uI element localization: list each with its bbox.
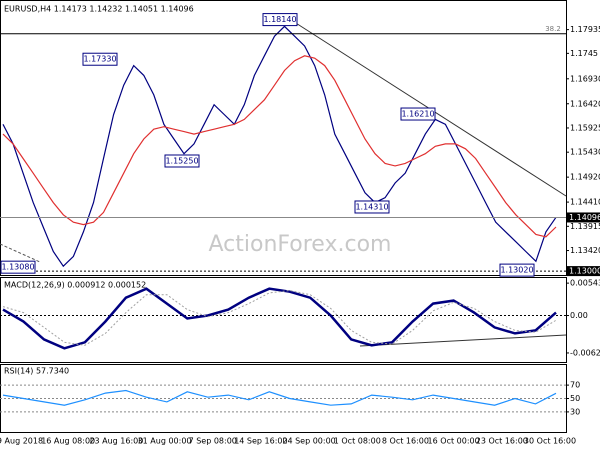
x-tick-label: 23 Oct 16:00 — [476, 437, 528, 446]
y-tick-label: 1.16930 — [570, 74, 600, 83]
annotation-label: 1.16210 — [401, 110, 434, 119]
series-line — [2, 25, 557, 268]
series-line — [2, 289, 557, 346]
y-tick-label: 1.15430 — [570, 148, 600, 157]
y-tick-label: 1.17935 — [570, 25, 600, 34]
watermark: ActionForex.com — [209, 232, 392, 257]
annotation-box — [164, 154, 200, 168]
trend-line — [287, 17, 567, 197]
x-tick-label: 30 Oct 16:00 — [524, 437, 576, 446]
fib-label: 38.2 — [545, 25, 561, 33]
y-tick-label: 0.005439 — [570, 279, 600, 288]
y-tick-label: -0.006282 — [570, 348, 600, 357]
chart-title: EURUSD,H4 1.14173 1.14232 1.14051 1.1409… — [4, 5, 194, 14]
x-tick-label: 7 Sep 08:00 — [189, 437, 237, 446]
macd-panel — [0, 277, 567, 363]
y-tick-label: 50 — [570, 394, 580, 403]
annotation-box — [262, 13, 298, 27]
x-tick-label: 24 Sep 00:00 — [282, 437, 335, 446]
price-panel — [0, 0, 567, 276]
x-tick-label: 8 Oct 16:00 — [382, 437, 429, 446]
series-line — [2, 287, 557, 350]
price-label: 1.14096 — [569, 213, 600, 222]
series-line — [2, 389, 557, 406]
annotation-label: 1.14310 — [355, 202, 388, 211]
x-tick-label: 9 Aug 2018 — [0, 437, 43, 446]
y-tick-label: 70 — [570, 381, 580, 390]
x-tick-label: 16 Aug 08:00 — [41, 437, 95, 446]
trend-line — [0, 243, 41, 263]
annotation-box — [400, 107, 436, 121]
y-tick-label: 1.15925 — [570, 123, 600, 132]
x-tick-label: 16 Oct 00:00 — [428, 437, 480, 446]
annotation-label: 1.15250 — [165, 156, 198, 165]
annotation-box — [354, 200, 390, 214]
y-tick-label: 1.14410 — [570, 198, 600, 207]
panel-title: RSI(14) 57.7340 — [4, 367, 69, 376]
annotation-label: 1.17330 — [83, 55, 116, 64]
annotation-label: 1.13020 — [500, 266, 533, 275]
y-tick-label: 1.16420 — [570, 99, 600, 108]
y-tick-label: 1.13420 — [570, 246, 600, 255]
y-tick-label: 1.13915 — [570, 222, 600, 231]
y-tick-label: 1.14920 — [570, 173, 600, 182]
annotation-box — [0, 260, 36, 274]
trend-line — [359, 334, 567, 347]
x-tick-label: 31 Aug 00:00 — [138, 437, 192, 446]
x-tick-label: 1 Oct 08:00 — [334, 437, 381, 446]
annotation-box — [82, 52, 118, 66]
x-tick-label: 23 Aug 16:00 — [89, 437, 143, 446]
annotation-label: 1.13080 — [1, 263, 34, 272]
price-label-box — [567, 266, 600, 277]
x-tick-label: 14 Sep 16:00 — [234, 437, 287, 446]
y-tick-label: 0.00 — [570, 311, 588, 320]
series-line — [2, 55, 557, 238]
price-label: 1.13000 — [569, 267, 600, 276]
y-tick-label: 1.1745 — [570, 49, 598, 58]
price-label-box — [567, 212, 600, 223]
annotation-label: 1.18140 — [263, 15, 296, 24]
annotation-box — [499, 263, 535, 277]
panel-title: MACD(12,26,9) 0.000912 0.000152 — [4, 281, 146, 290]
y-tick-label: 30 — [570, 407, 580, 416]
